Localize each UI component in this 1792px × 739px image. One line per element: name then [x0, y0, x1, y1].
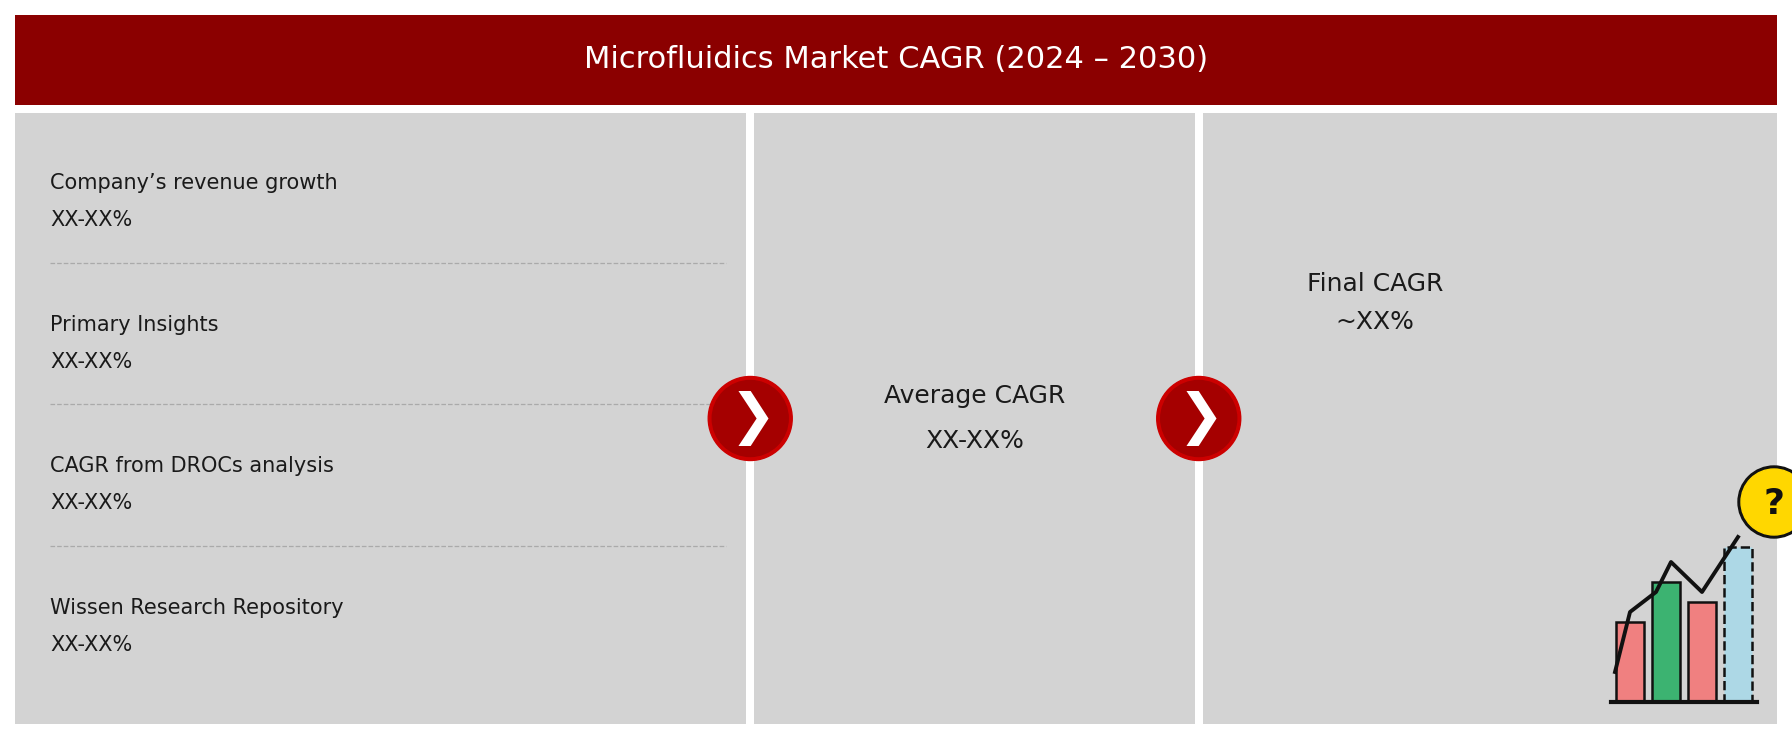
- Bar: [1688, 602, 1717, 702]
- Bar: [14, 15, 1778, 105]
- Bar: [14, 113, 745, 724]
- Bar: [754, 113, 1195, 724]
- Text: XX-XX%: XX-XX%: [925, 429, 1023, 452]
- Bar: [1616, 622, 1643, 702]
- Bar: [1652, 582, 1681, 702]
- Text: Average CAGR: Average CAGR: [883, 384, 1064, 409]
- Text: XX-XX%: XX-XX%: [50, 635, 133, 655]
- Bar: [1202, 113, 1778, 724]
- Text: CAGR from DROCs analysis: CAGR from DROCs analysis: [50, 456, 333, 476]
- Bar: [1724, 547, 1753, 702]
- Text: ❯: ❯: [1177, 391, 1224, 446]
- Circle shape: [1161, 381, 1236, 457]
- Text: Final CAGR: Final CAGR: [1306, 272, 1443, 296]
- Text: XX-XX%: XX-XX%: [50, 352, 133, 372]
- Circle shape: [711, 381, 788, 457]
- Circle shape: [1156, 376, 1240, 460]
- Text: ?: ?: [1763, 487, 1785, 521]
- Circle shape: [708, 376, 792, 460]
- Circle shape: [1742, 469, 1792, 535]
- Text: XX-XX%: XX-XX%: [50, 210, 133, 230]
- Circle shape: [1738, 466, 1792, 538]
- Text: Primary Insights: Primary Insights: [50, 315, 219, 335]
- Text: ❯: ❯: [729, 391, 776, 446]
- Text: ~XX%: ~XX%: [1335, 310, 1414, 334]
- Text: Microfluidics Market CAGR (2024 – 2030): Microfluidics Market CAGR (2024 – 2030): [584, 46, 1208, 75]
- Text: Wissen Research Repository: Wissen Research Repository: [50, 598, 344, 618]
- Text: Company’s revenue growth: Company’s revenue growth: [50, 173, 337, 194]
- Text: XX-XX%: XX-XX%: [50, 493, 133, 513]
